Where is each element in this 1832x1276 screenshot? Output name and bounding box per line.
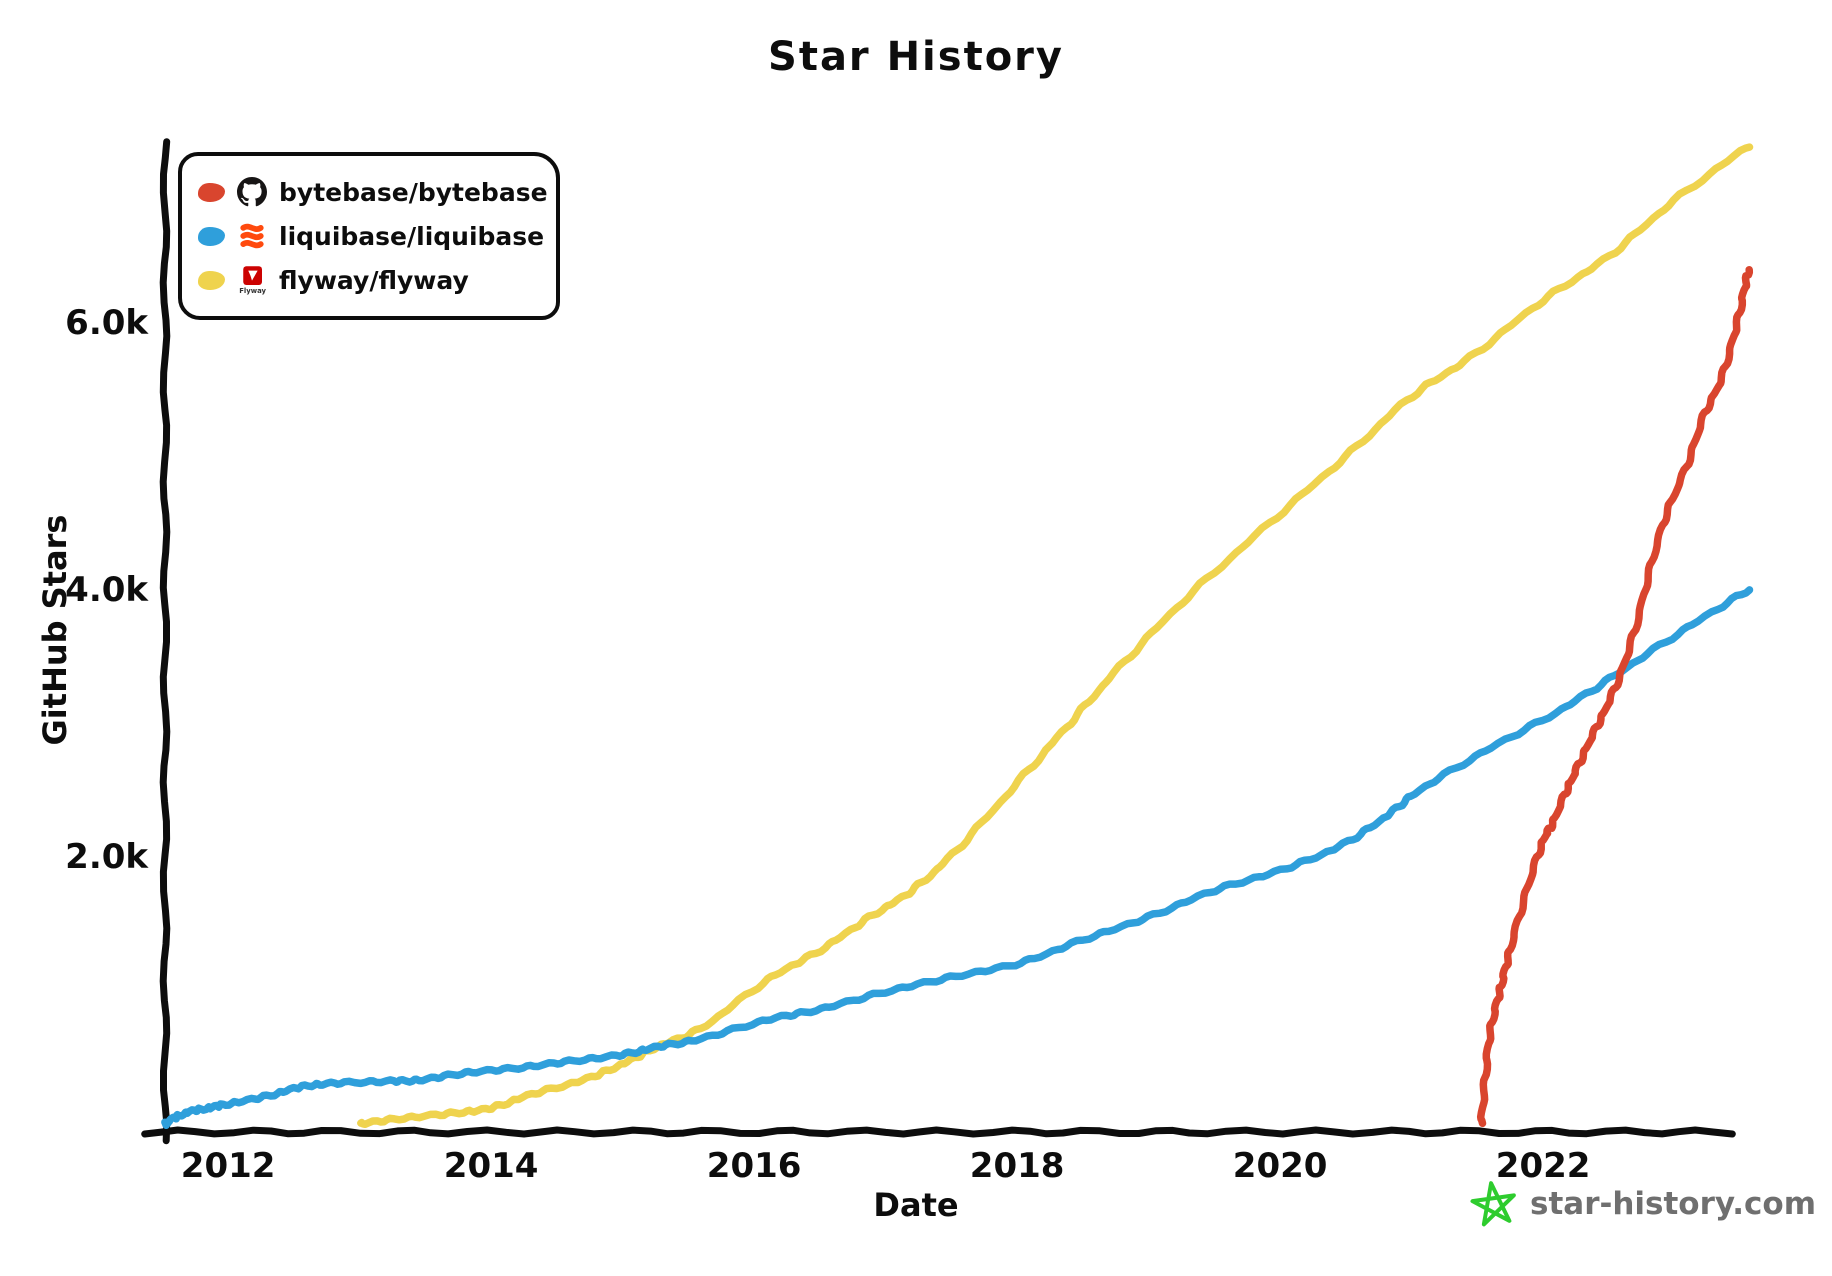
github-icon bbox=[237, 177, 267, 207]
y-axis-line bbox=[159, 138, 171, 1145]
y-tick-label: 6.0k bbox=[65, 303, 148, 343]
legend-label: flyway/flyway bbox=[279, 265, 469, 295]
x-tick-label: 2012 bbox=[180, 1146, 276, 1186]
x-axis-label: Date bbox=[873, 1186, 959, 1224]
series-line-flyway bbox=[357, 143, 1754, 1129]
legend-label: bytebase/bytebase bbox=[279, 177, 548, 207]
x-tick-label: 2022 bbox=[1495, 1146, 1591, 1186]
star-icon bbox=[1470, 1181, 1516, 1227]
series-line-bytebase bbox=[1476, 265, 1754, 1128]
watermark: star-history.com bbox=[1468, 1178, 1816, 1230]
legend-item-bytebase: bytebase/bytebase bbox=[198, 170, 548, 214]
chart-title: Star History bbox=[768, 34, 1064, 80]
legend-swatch bbox=[198, 182, 225, 202]
github-icon bbox=[237, 177, 267, 207]
legend-label: liquibase/liquibase bbox=[279, 221, 545, 251]
legend-swatch bbox=[198, 226, 225, 246]
liquibase-icon bbox=[237, 221, 267, 251]
legend-item-liquibase: liquibase/liquibase bbox=[198, 214, 544, 258]
x-tick-label: 2020 bbox=[1232, 1146, 1328, 1186]
x-tick-label: 2014 bbox=[443, 1146, 539, 1186]
x-tick-label: 2016 bbox=[706, 1146, 802, 1186]
y-axis-label: GitHub Stars bbox=[36, 514, 74, 746]
series-line-liquibase bbox=[161, 586, 1754, 1130]
liquibase-icon bbox=[240, 223, 264, 249]
x-axis-line bbox=[141, 1126, 1736, 1138]
flyway-icon: Flyway bbox=[237, 265, 267, 295]
flyway-icon: Flyway bbox=[239, 266, 267, 295]
legend-swatch bbox=[198, 270, 225, 290]
x-tick-label: 2018 bbox=[969, 1146, 1065, 1186]
y-tick-label: 2.0k bbox=[65, 837, 148, 877]
watermark-text: star-history.com bbox=[1530, 1186, 1817, 1222]
legend-item-flyway: Flyway flyway/flyway bbox=[198, 258, 540, 302]
legend: bytebase/bytebase liquibase/liquibase Flyw… bbox=[178, 152, 560, 320]
svg-text:Flyway: Flyway bbox=[239, 287, 266, 295]
y-tick-label: 4.0k bbox=[65, 570, 148, 610]
